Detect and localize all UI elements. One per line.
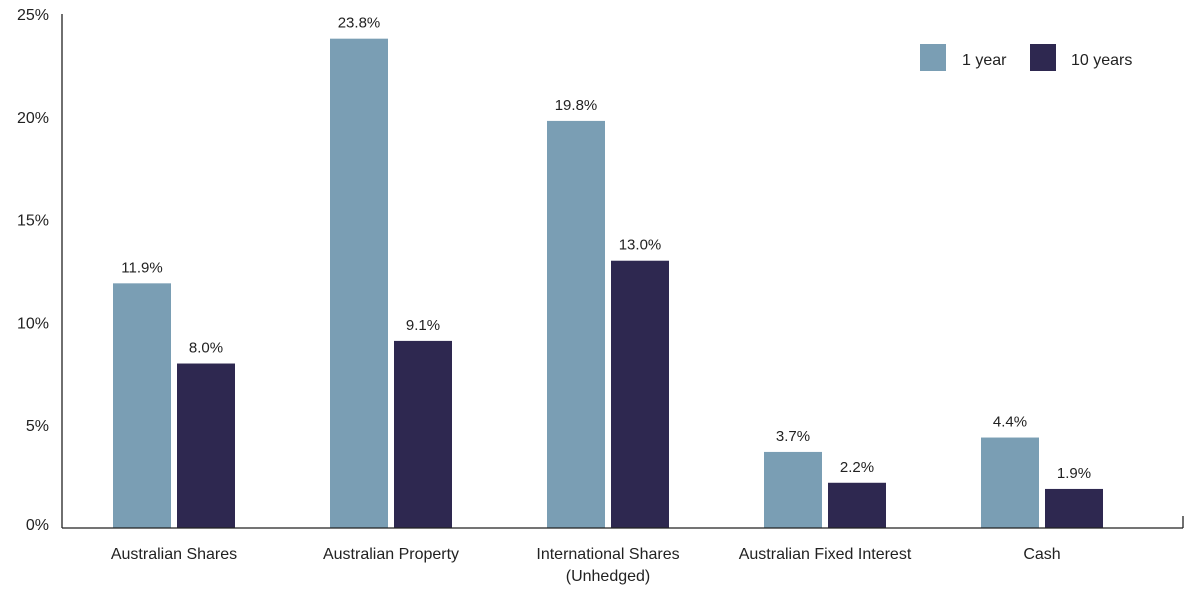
data-label: 13.0% (619, 237, 662, 254)
data-label: 19.8% (555, 97, 598, 114)
data-label: 11.9% (121, 259, 162, 276)
data-label: 2.2% (840, 459, 874, 476)
legend-swatch (920, 44, 946, 71)
bar (1045, 488, 1103, 528)
y-axis: 0% 5% 10% 15% 20% 25% (17, 7, 63, 534)
data-label: 23.8% (338, 15, 381, 32)
y-tick-label: 5% (26, 418, 49, 435)
category-label: Australian Fixed Interest (739, 546, 912, 563)
bars: 11.9% 8.0% 23.8% 9.1% 19.8% 13.0% 3.7% 2.2% 4.4%… (113, 15, 1103, 529)
bar (113, 283, 171, 528)
legend: 1 year 10 years (920, 44, 1132, 71)
category-label: Cash (1023, 546, 1060, 563)
data-label: 9.1% (406, 317, 440, 334)
y-tick-label: 20% (17, 110, 49, 127)
bar (764, 451, 822, 528)
bar (394, 340, 452, 528)
category-label: International Shares (536, 546, 679, 563)
bar (547, 120, 605, 529)
y-tick-label: 25% (17, 7, 49, 24)
category-label: Australian Shares (111, 546, 237, 563)
legend-swatch (1030, 44, 1056, 71)
y-tick-label: 0% (26, 517, 49, 534)
data-label: 3.7% (776, 428, 810, 445)
data-label: 8.0% (189, 340, 223, 357)
data-label: 1.9% (1057, 465, 1091, 482)
bar (177, 363, 235, 528)
category-label: Australian Property (323, 546, 459, 563)
bar (611, 260, 669, 528)
y-tick-label: 10% (17, 315, 49, 332)
category-label: (Unhedged) (566, 568, 651, 585)
y-tick-label: 15% (17, 213, 49, 230)
legend-label: 10 years (1071, 52, 1132, 69)
bar (828, 482, 886, 528)
x-axis: Australian Shares Australian Property Inte… (62, 516, 1184, 585)
data-label: 4.4% (993, 414, 1027, 431)
bar (981, 437, 1039, 528)
bar (330, 38, 388, 529)
legend-label: 1 year (962, 52, 1007, 69)
